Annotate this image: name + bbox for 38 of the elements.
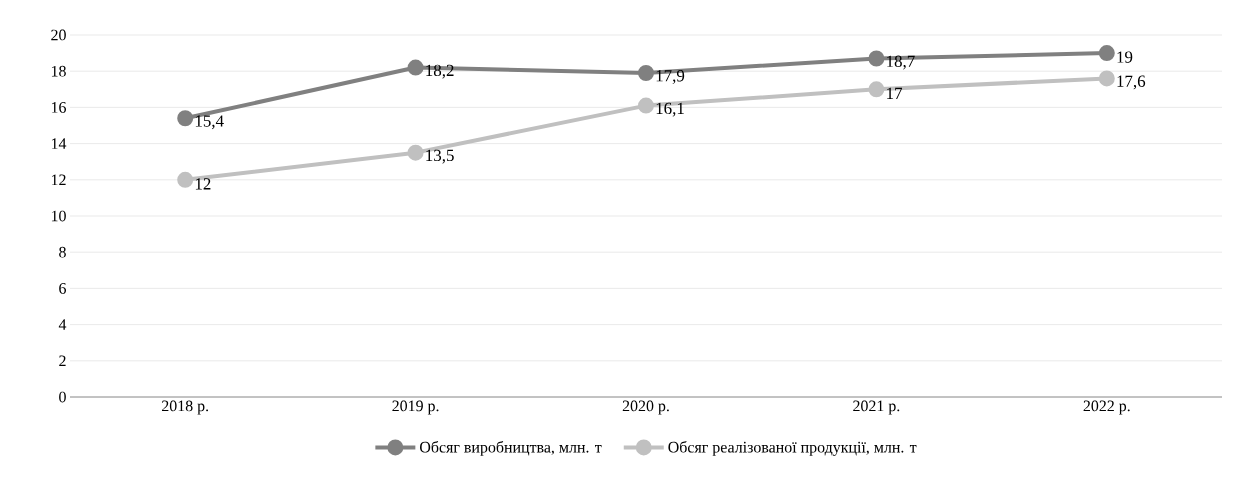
y-tick-label: 6 [59,283,67,294]
y-tick-label: 10 [51,210,66,222]
point [868,81,885,98]
legend-label: Обсяг виробництва, млн. т [420,441,602,456]
data-label: 15,4 [195,115,224,130]
point [407,144,424,161]
data-label: 17,9 [656,70,685,84]
y-tick-label: 12 [51,174,66,186]
point [1098,45,1115,62]
legend-label: Обсяг реалізованої продукції, млн. т [668,441,917,456]
data-label: 13,5 [426,149,454,164]
point [177,110,194,127]
point [177,171,194,188]
point [1098,70,1115,87]
point [407,59,424,76]
x-tick-label: 2021 р. [853,400,900,415]
x-tick-label: 2020 р. [622,400,669,415]
y-tick-label: 8 [59,246,66,258]
y-tick-label: 16 [51,102,67,113]
data-label: 18,2 [426,64,454,79]
y-tick-label: 2 [59,355,66,367]
data-label: 18,7 [887,55,915,70]
data-label: 17 [887,87,903,99]
x-tick-label: 2018 р. [161,400,209,415]
x-tick-label: 2019 р. [392,400,439,415]
x-tick-label: 2022 р. [1083,400,1130,415]
y-tick-label: 4 [58,319,67,330]
y-tick-label: 0 [59,391,66,403]
data-label: 16,1 [656,102,684,117]
data-label: 12 [195,178,211,190]
data-label: 19 [1117,51,1133,63]
point [638,65,654,82]
y-tick-label: 18 [51,65,66,77]
point [638,97,654,114]
y-tick-label: 14 [51,138,67,149]
data-label: 17,6 [1117,75,1146,90]
y-tick-label: 20 [51,29,66,41]
point [868,50,885,67]
